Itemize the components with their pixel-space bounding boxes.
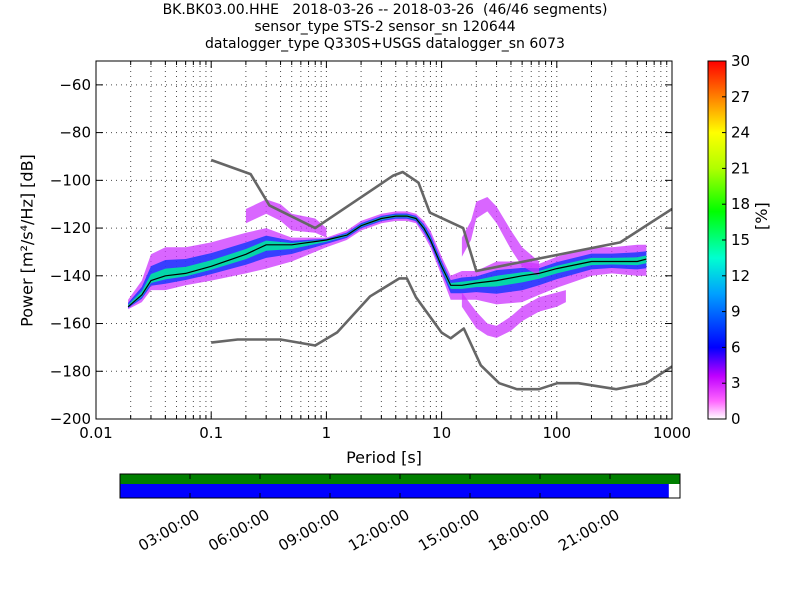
- timeline-tick-label: 12:00:00: [345, 506, 412, 555]
- y-tick-label: −140: [50, 267, 91, 285]
- density-band-mid: [128, 213, 647, 309]
- colorbar-label: [%]: [752, 202, 771, 230]
- y-tick-label: −160: [50, 315, 91, 333]
- timeline-tick-label: 03:00:00: [135, 506, 202, 555]
- colorbar-tick-label: 12: [731, 267, 750, 285]
- x-tick-label: 1000: [653, 424, 691, 442]
- grid-lines: [95, 61, 672, 420]
- colorbar-tick-label: 21: [731, 159, 750, 177]
- timeline-tick-label: 09:00:00: [275, 506, 342, 555]
- colorbar-tick-label: 30: [731, 52, 750, 70]
- timeline-tick-label: 15:00:00: [415, 506, 482, 555]
- colorbar-tick-label: 0: [731, 410, 741, 428]
- y-tick-label: −180: [50, 362, 91, 380]
- y-axis-label: Power [m²/s⁴/Hz] [dB]: [17, 154, 37, 327]
- timeline-tick-label: 18:00:00: [485, 506, 552, 555]
- density-band-outer: [245, 199, 327, 238]
- timeline-tick-label: 21:00:00: [555, 506, 622, 555]
- density-band-core: [128, 214, 647, 308]
- colorbar-tick-label: 9: [731, 303, 741, 321]
- x-tick-label: 0.1: [199, 424, 223, 442]
- y-tick-label: −200: [50, 410, 91, 428]
- median-line: [127, 215, 647, 308]
- noise-model-lines: [127, 158, 672, 391]
- density-band-outer: [461, 197, 539, 276]
- y-tick-label: −80: [59, 124, 91, 142]
- chart-title-line-2: sensor_type STS-2 sensor_sn 120644: [254, 19, 516, 35]
- colorbar-tick-label: 27: [731, 88, 750, 106]
- x-tick-label: 10: [432, 424, 451, 442]
- timeline-panel: 03:00:00 06:00:00 09:00:00 12:00:00 15:00:00…: [119, 473, 681, 555]
- x-tick-label: 100: [542, 424, 571, 442]
- chart-title-line-1: BK.BK03.00.HHE 2018-03-26 -- 2018-03-26 …: [162, 2, 608, 18]
- y-tick-label: −120: [50, 219, 91, 237]
- x-tick-label: 0.01: [79, 424, 112, 442]
- colorbar-tick-label: 18: [731, 195, 750, 213]
- y-axis-ticks: −200 −180 −160 −140 −120 −100 −80 −60: [50, 76, 672, 428]
- timeline-coverage-bar: [120, 484, 669, 498]
- colorbar-ticks: 0 3 6 9 12 15 18 21 24 27 30: [722, 52, 750, 428]
- colorbar-tick-label: 24: [731, 124, 750, 142]
- density-band-outer: [461, 290, 566, 338]
- colorbar-tick-label: 15: [731, 231, 750, 249]
- colorbar-tick-label: 3: [731, 374, 741, 392]
- y-tick-label: −60: [59, 76, 91, 94]
- x-tick-label: 1: [322, 424, 332, 442]
- low-noise-model-line: [211, 277, 672, 391]
- high-noise-model-line: [210, 158, 672, 273]
- density-bands: [128, 197, 647, 338]
- x-axis-ticks: 0.01 0.1 1 10 100 1000: [79, 61, 691, 442]
- colorbar-tick-label: 6: [731, 338, 741, 356]
- chart-title-line-3: datalogger_type Q330S+USGS datalogger_sn…: [205, 36, 565, 52]
- x-axis-label: Period [s]: [346, 448, 422, 467]
- plot-frame: [95, 60, 673, 420]
- y-tick-label: −100: [50, 171, 91, 189]
- timeline-tick-label: 06:00:00: [205, 506, 272, 555]
